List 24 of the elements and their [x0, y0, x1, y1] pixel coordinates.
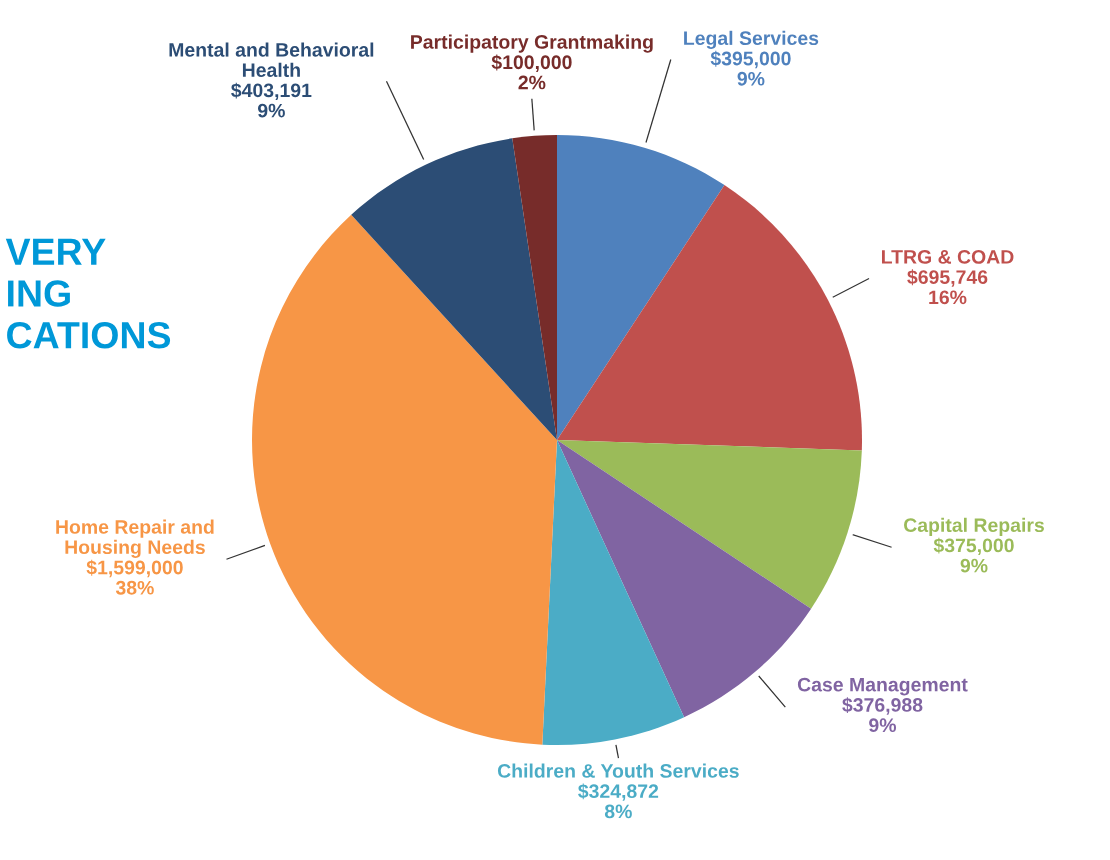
slice-label: LTRG & COAD: [882, 249, 1014, 264]
pie-slice: [542, 440, 685, 745]
pie-slice: [557, 440, 862, 609]
pie-slice: [557, 185, 862, 451]
slice-label: Capital Repairs: [904, 517, 1044, 536]
data-label: $375,000 9%: [933, 537, 1014, 573]
data-label: $376,988 9%: [842, 697, 923, 733]
pie-slice: [512, 135, 557, 440]
data-label: $403,191 9%: [231, 82, 312, 118]
slice-label: Home Repair and Housing Needs: [56, 519, 214, 558]
pie-slice: [351, 138, 557, 440]
slice-label: Participatory Grantmaking: [411, 34, 653, 53]
slice-label: Legal Services: [684, 30, 819, 49]
data-label: $324,872 8%: [578, 783, 659, 819]
pie-slice: [252, 214, 557, 745]
pie-slice: [557, 135, 725, 440]
data-label: $695,746 16%: [907, 269, 988, 305]
slice-label: Mental and Behavioral Health: [169, 42, 374, 78]
data-label: $395,000 9%: [710, 50, 791, 86]
slice-label: Case Management: [797, 677, 968, 696]
text: VERY ING CATIONS: [5, 238, 171, 349]
data-label: $1,599,000 38%: [86, 559, 183, 595]
data-label: $100,000 2%: [491, 54, 572, 90]
slice-label: Children & Youth Services: [497, 763, 739, 778]
